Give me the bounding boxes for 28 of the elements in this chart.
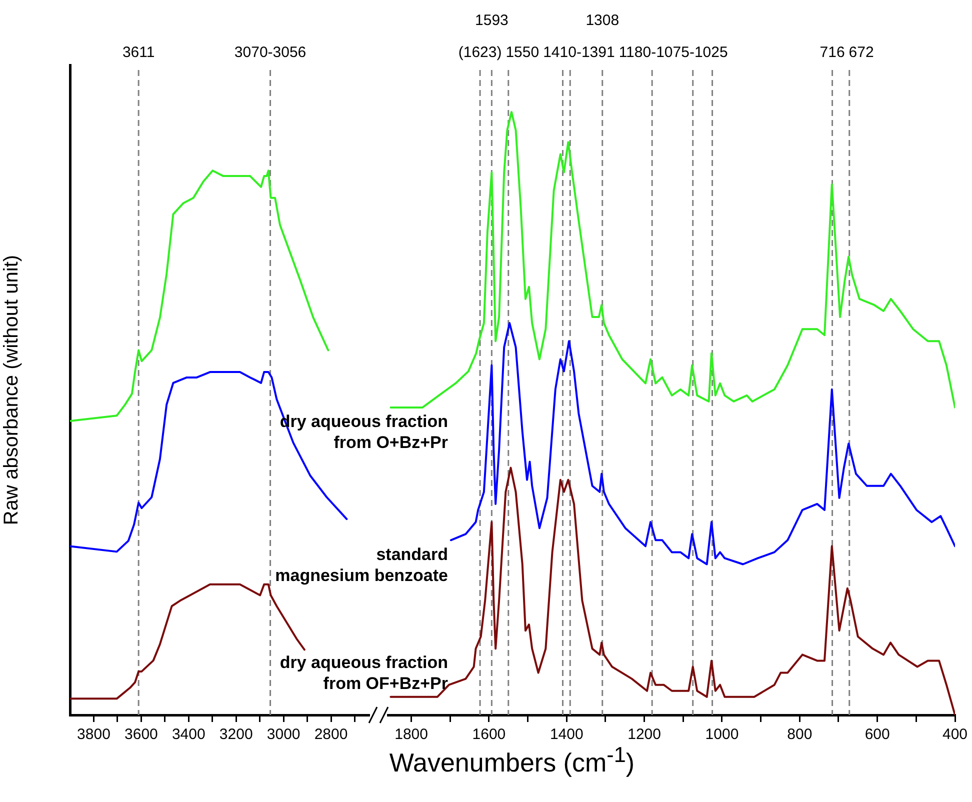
x-tick-label: 1400 [550,726,584,744]
ref-line-label: 3611 [122,44,155,61]
ref-line-label: 1410-1391 [543,44,615,61]
x-tick-label: 3400 [172,726,206,744]
x-tick-label: 3800 [77,726,110,744]
ref-line-label: 1180-1075-1025 [618,44,728,61]
series-label: standard magnesium benzoate [275,544,448,586]
x-tick-label: 3600 [124,726,158,744]
x-tick-label: 1000 [705,726,739,744]
ref-line-label: 716 [820,44,845,61]
x-tick-label: 800 [787,726,812,744]
ref-line-label: 1593 [475,12,508,29]
x-axis-title: Wavenumbers (cm$^{-1}$) [389,742,635,779]
x-tick-label: 3200 [219,726,253,744]
ref-line-label: 1550 [506,44,540,61]
x-tick-label: 1800 [394,726,428,744]
text: 3070-3056 [234,44,306,61]
x-tick-label: 400 [942,726,968,744]
x-tick-label: 1200 [628,726,662,744]
ref-line-label: 1308 [586,12,620,29]
series-label: dry aqueous fraction from OF+Bz+Pr [280,652,448,694]
y-axis-title: Raw absorbance (without unit) [0,254,23,526]
x-tick-label: 3000 [266,726,300,744]
ref-line-label: (1623) [458,44,502,61]
x-tick-label: 1600 [472,726,506,744]
x-tick-label: 600 [864,726,890,744]
x-tick-label: 2800 [314,726,348,744]
ref-line-label: 672 [848,44,874,61]
